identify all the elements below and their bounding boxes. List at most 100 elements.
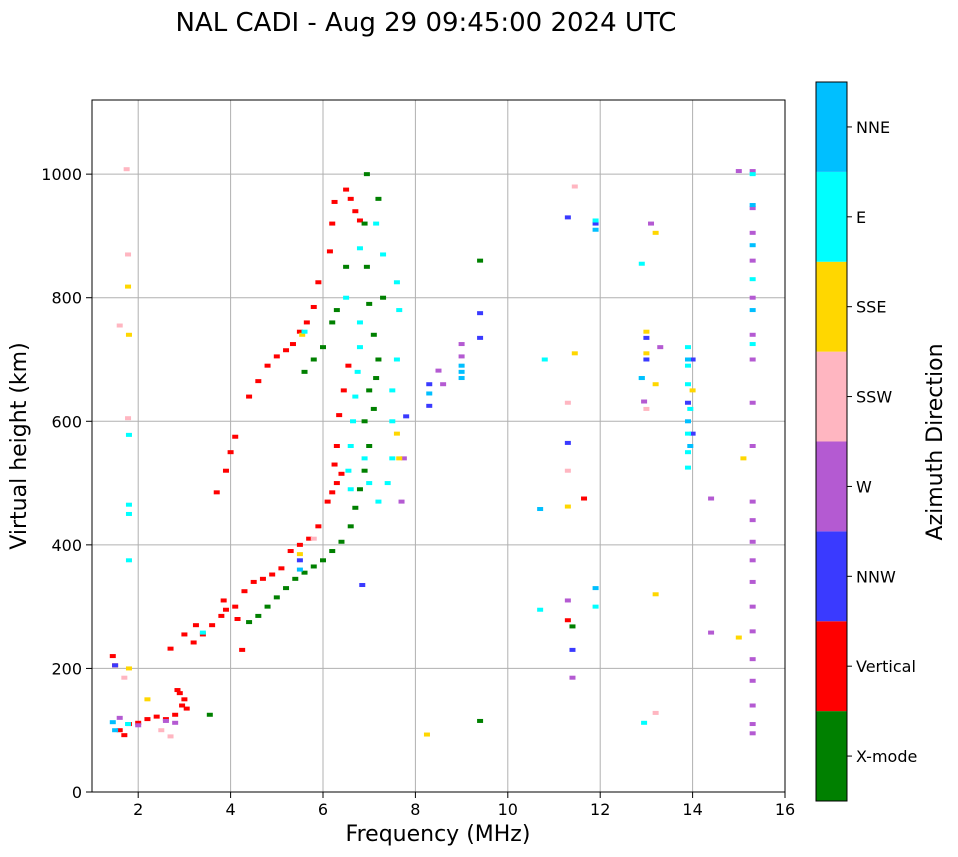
point-sse [643,329,650,334]
point-x-mode [283,586,290,591]
point-ssw [564,400,571,405]
x-tick-label: 4 [226,800,236,819]
point-w [116,715,123,720]
point-vertical [310,304,317,309]
point-sse [299,332,306,337]
point-ssw [564,468,571,473]
point-ssw [643,406,650,411]
point-vertical [264,363,271,368]
point-nne [749,243,756,248]
point-e [347,487,354,492]
point-e [301,329,308,334]
point-vertical [296,329,303,334]
point-e [389,388,396,393]
point-w [398,499,405,504]
point-vertical [273,354,280,359]
colorbar-swatch [816,621,847,712]
point-vertical [153,714,160,719]
point-nne [638,376,645,381]
x-tick-label: 14 [682,800,702,819]
point-sse [423,732,430,737]
y-tick-label: 800 [51,289,82,308]
point-w [749,678,756,683]
colorbar-tick-label: SSW [856,388,892,407]
point-nnw [689,357,696,362]
point-vertical [343,187,350,192]
point-e [125,432,132,437]
point-sse [740,456,747,461]
point-x-mode [310,564,317,569]
point-e [749,342,756,347]
azimuth-colorbar: X-mode Vertical NNW W SSW SSE E NNE [815,81,917,802]
point-nnw [564,440,571,445]
plot-frame [91,99,786,793]
point-vertical [333,481,340,486]
point-e [641,720,648,725]
point-sse [296,552,303,557]
point-vertical [347,196,354,201]
point-w [458,342,465,347]
x-tick-label: 8 [410,800,420,819]
point-x-mode [301,570,308,575]
point-w [749,295,756,300]
point-w [657,345,664,350]
x-axis-ticks: 2 4 6 8 10 12 14 16 [133,792,795,819]
point-sse [652,230,659,235]
point-vertical [296,542,303,547]
point-ssw [121,675,128,680]
point-w [749,703,756,708]
point-sse [393,431,400,436]
colorbar-tick-label: W [856,477,872,496]
point-e [684,465,691,470]
point-vertical [218,613,225,618]
colorbar-tick-label: NNE [856,118,890,137]
point-ssw [652,710,659,715]
point-vertical [172,712,179,717]
point-sse [144,697,151,702]
point-nne [426,391,433,396]
colorbar-tick-label: NNW [856,567,896,586]
point-w [400,456,407,461]
point-nne [296,567,303,572]
point-nne [687,444,694,448]
point-vertical [331,462,338,467]
point-e [389,456,396,461]
point-vertical [183,706,190,711]
point-vertical [220,598,227,603]
point-e [384,481,391,486]
point-e [393,357,400,362]
point-x-mode [356,487,363,492]
point-vertical [234,617,241,621]
point-nne [749,308,756,313]
point-sse [564,504,571,509]
point-nne [592,227,599,232]
y-tick-label: 0 [72,783,82,802]
y-tick-label: 1000 [41,165,82,184]
point-vertical [338,471,345,476]
point-ssw [116,323,123,328]
point-w [435,368,442,373]
point-vertical [324,499,331,504]
point-nnw [296,558,303,563]
point-w [749,357,756,362]
point-e [537,607,544,612]
point-vertical [331,199,338,204]
point-x-mode [370,406,377,411]
point-ssw [125,252,132,257]
colorbar-swatch [816,351,847,442]
chart-title: NAL CADI - Aug 29 09:45:00 2024 UTC [176,8,677,38]
point-nnw [689,431,696,436]
point-vertical [246,394,253,399]
point-x-mode [264,604,271,609]
point-vertical [121,733,128,738]
point-e [343,295,350,300]
point-nne [458,376,465,381]
point-nnw [592,221,599,226]
point-x-mode [361,468,368,473]
point-w [641,399,648,404]
point-nnw [426,403,433,408]
point-vertical [222,607,229,612]
point-sse [125,284,132,289]
point-nne [684,419,691,424]
point-ssw [123,167,130,172]
